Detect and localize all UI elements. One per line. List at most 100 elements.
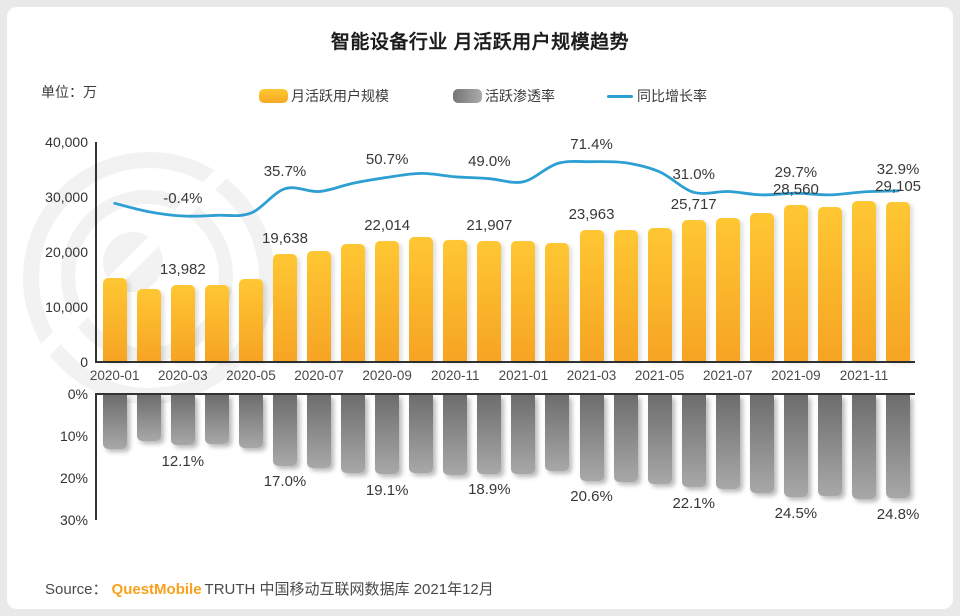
bar-mau [579, 230, 604, 362]
yoy-value-label: 35.7% [263, 162, 307, 180]
yoy-value-label: 31.0% [672, 166, 715, 184]
page-title: 智能设备行业 月活跃用户规模趋势 [330, 32, 630, 53]
source-note: Source： QuestMobile TRUTH 中国移动互联网数据库 2021年… [45, 578, 494, 599]
bar-penetration [783, 394, 808, 498]
x-tick: 2021-05 [634, 367, 685, 383]
source-prefix: Source： [45, 581, 108, 598]
x-tick: 2021-01 [498, 367, 549, 383]
bar-penetration [341, 394, 366, 473]
bar-mau [545, 242, 570, 362]
penetration-value-label: 19.1% [365, 481, 409, 499]
penetration-value-label: 17.0% [263, 473, 307, 491]
penetration-value-label: 24.8% [876, 505, 920, 523]
bar-mau [749, 212, 774, 362]
source-suffix: TRUTH 中国移动互联网数据库 2021年12月 [204, 581, 494, 598]
bar-mau [681, 220, 706, 362]
bottom-y-tick: 0% [67, 386, 88, 402]
bar-penetration [647, 394, 672, 485]
x-tick: 2020-03 [158, 367, 208, 383]
top-y-tick: 0 [80, 353, 88, 370]
bar-mau [341, 244, 366, 362]
bar-mau [204, 285, 229, 362]
bar-mau [375, 240, 400, 362]
yoy-value-label: 29.7% [774, 163, 818, 181]
yoy-value-label: 71.4% [570, 135, 613, 153]
bar-mau [852, 200, 877, 362]
bar-penetration [204, 394, 229, 445]
bar-penetration [307, 394, 332, 469]
x-tick: 2021-11 [839, 367, 889, 383]
source-brand: QuestMobile [111, 581, 202, 598]
bar-penetration [409, 394, 434, 474]
bar-mau [102, 278, 127, 362]
bar-mau [273, 253, 297, 362]
bar-penetration [545, 394, 570, 471]
bar-mau [817, 206, 842, 362]
yoy-line-swatch-icon [607, 94, 633, 98]
x-tick: 2021-07 [702, 367, 753, 383]
bar-penetration [579, 394, 604, 481]
bar-mau [783, 204, 808, 362]
bar-penetration [817, 394, 842, 497]
mau-value-label: 29,105 [875, 177, 922, 195]
legend-item-yoy: 同比增长率 [607, 87, 707, 105]
bar-mau [715, 217, 740, 362]
bottom-zero-line [95, 392, 915, 395]
bar-penetration [136, 394, 161, 442]
x-tick: 2020-01 [89, 367, 140, 383]
x-tick: 2020-11 [431, 367, 480, 383]
penetration-swatch-icon [453, 89, 482, 103]
bar-penetration [477, 394, 502, 474]
bar-penetration [886, 394, 911, 499]
top-y-axis-line [95, 142, 97, 362]
legend-label: 同比增长率 [637, 88, 707, 104]
bar-penetration [852, 394, 877, 499]
yoy-value-label: 49.0% [468, 152, 511, 170]
mau-value-label: 28,560 [772, 180, 819, 198]
bar-penetration [681, 394, 706, 488]
mau-value-label: 23,963 [568, 206, 615, 223]
axis-unit-label: 单位：万 [41, 84, 97, 100]
bottom-y-axis-line [95, 393, 97, 520]
top-y-tick: 40,000 [45, 134, 88, 150]
yoy-value-label: 32.9% [876, 160, 920, 178]
penetration-value-label: 22.1% [672, 494, 715, 512]
bar-penetration [613, 394, 638, 483]
mau-value-label: 25,717 [670, 196, 717, 214]
bar-penetration [375, 394, 400, 475]
bar-penetration [511, 394, 536, 474]
x-tick: 2020-09 [362, 367, 412, 383]
legend-item-mau: 月活跃用户规模 [259, 87, 389, 105]
bar-penetration [715, 394, 740, 490]
bar-mau [477, 241, 502, 362]
x-tick: 2021-03 [566, 367, 617, 383]
bar-penetration [170, 394, 195, 446]
legend-item-penetration: 活跃渗透率 [453, 87, 555, 105]
mau-swatch-icon [259, 89, 288, 103]
mau-value-label: 13,982 [159, 260, 206, 278]
top-x-axis-line [95, 360, 915, 363]
x-tick: 2020-05 [226, 367, 276, 383]
bar-mau [409, 236, 434, 362]
bar-mau [170, 284, 195, 362]
bar-penetration [749, 394, 774, 493]
bar-mau [886, 201, 911, 362]
top-y-tick: 10,000 [45, 298, 88, 315]
bottom-y-tick: 30% [59, 511, 88, 528]
yoy-value-label: -0.4% [163, 190, 203, 207]
bar-penetration [102, 394, 127, 450]
penetration-value-label: 12.1% [161, 452, 205, 470]
penetration-value-label: 18.9% [468, 481, 511, 499]
bar-penetration [238, 394, 263, 449]
bar-penetration [443, 394, 468, 475]
x-tick: 2021-09 [771, 367, 821, 383]
bottom-y-tick: 20% [59, 469, 88, 486]
yoy-value-label: 50.7% [365, 151, 409, 169]
bottom-y-tick: 10% [59, 427, 88, 444]
top-y-tick: 30,000 [45, 188, 88, 205]
bar-mau [613, 230, 638, 362]
bar-mau [647, 227, 672, 362]
x-tick: 2020-07 [294, 367, 344, 383]
